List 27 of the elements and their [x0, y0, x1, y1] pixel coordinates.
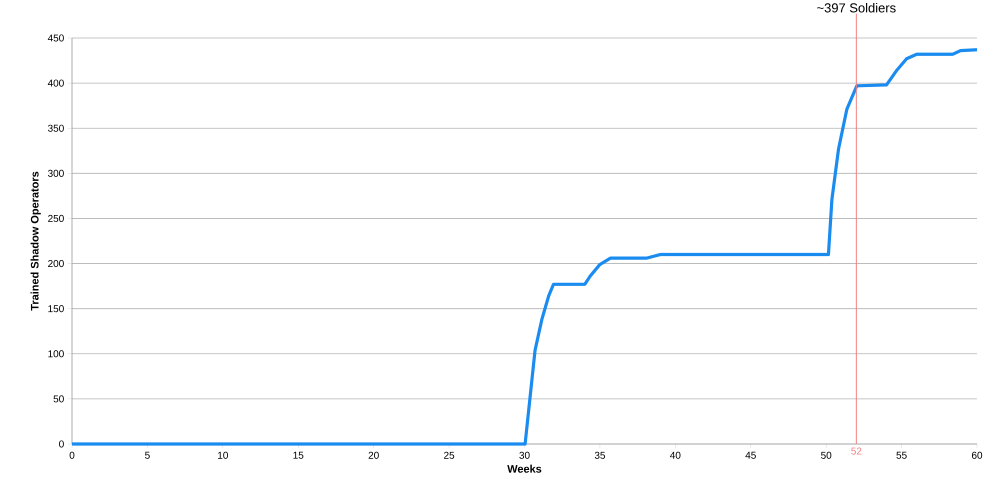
x-tick-label: 0	[70, 452, 74, 459]
y-tick-label: 250	[48, 214, 64, 222]
y-tick-label: 0	[59, 440, 64, 448]
y-axis-title: Trained Shadow Operators	[30, 172, 41, 311]
x-tick-label: 5	[145, 452, 150, 459]
y-tick-label: 400	[48, 80, 64, 87]
ref-line-label: 52	[851, 448, 862, 455]
y-tick-label: 300	[48, 170, 64, 177]
y-tick-label: 450	[48, 34, 64, 42]
x-tick-label: 20	[368, 452, 379, 459]
y-tick-label: 50	[54, 395, 64, 402]
y-tick-label: 100	[48, 350, 64, 358]
y-tick-label: 200	[48, 260, 64, 268]
x-tick-label: 15	[293, 452, 304, 459]
x-tick-label: 30	[519, 452, 530, 459]
y-tick-label: 150	[48, 305, 64, 312]
y-tick-label: 350	[48, 124, 64, 132]
x-tick-label: 50	[821, 452, 832, 459]
x-tick-label: 60	[972, 452, 982, 459]
x-tick-label: 10	[218, 452, 228, 459]
x-tick-label: 40	[670, 452, 680, 459]
text: ~397 Soldiers	[817, 2, 896, 12]
x-tick-label: 25	[444, 452, 454, 459]
x-axis-title: Weeks	[507, 464, 542, 473]
x-tick-label: 35	[594, 452, 606, 459]
x-tick-label: 45	[745, 452, 756, 459]
x-tick-label: 55	[896, 452, 907, 459]
